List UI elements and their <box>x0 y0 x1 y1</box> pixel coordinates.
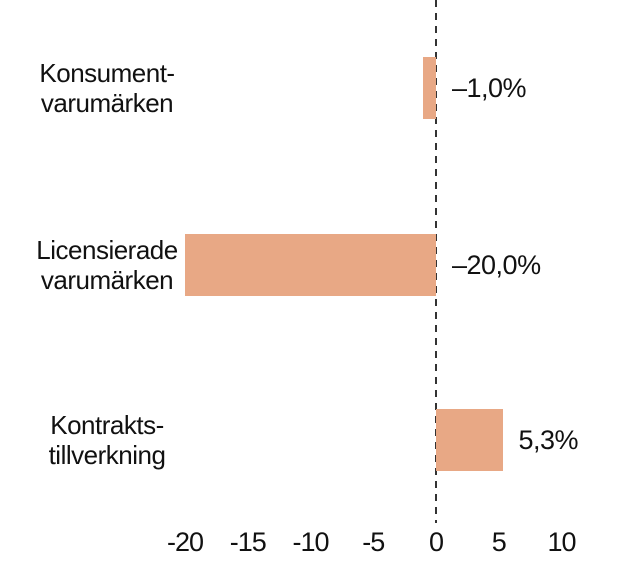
x-axis-tick-label: -20 <box>166 527 204 557</box>
x-axis-tick-label: 0 <box>428 527 444 557</box>
bar <box>436 409 503 471</box>
x-axis-tick-label: 5 <box>491 527 507 557</box>
category-label: Konsument- varumärken <box>39 58 175 118</box>
x-axis-tick-label: -10 <box>292 527 329 557</box>
x-axis-tick-label: 10 <box>547 527 576 557</box>
value-label: 5,3% <box>518 425 579 455</box>
value-label: –1,0% <box>452 73 527 103</box>
x-axis-tick-label: -5 <box>362 527 385 557</box>
x-axis-tick-label: -15 <box>229 527 267 557</box>
bar <box>185 234 436 296</box>
zero-baseline <box>435 0 437 523</box>
category-label: Licensierade varumärken <box>36 235 178 295</box>
bar <box>423 57 436 119</box>
category-label: Kontrakts- tillverkning <box>48 410 166 470</box>
value-label: –20,0% <box>452 250 541 280</box>
